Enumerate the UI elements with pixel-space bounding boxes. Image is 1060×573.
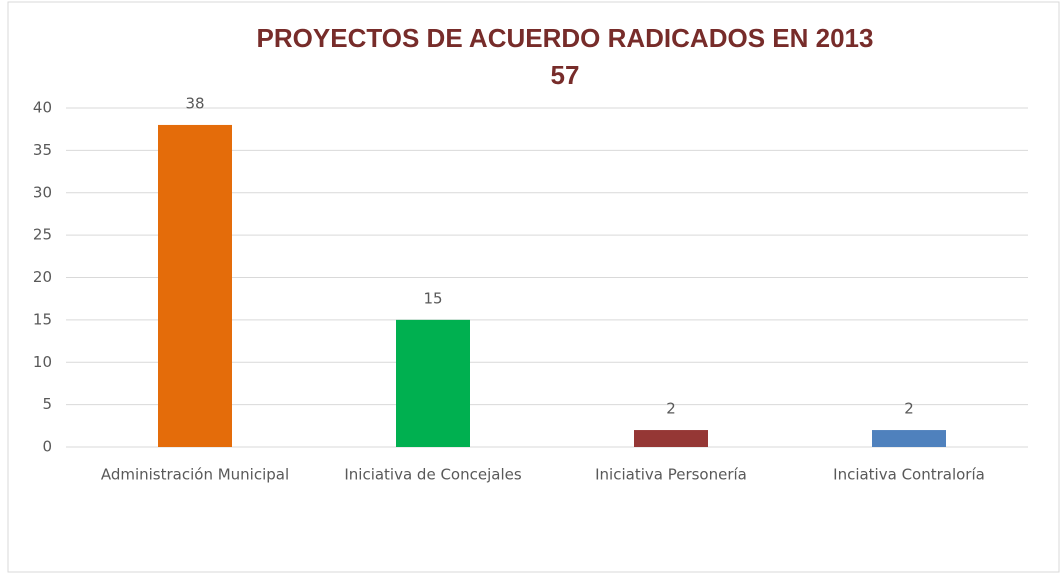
data-label: 2 (666, 400, 676, 418)
y-tick-label: 20 (33, 268, 52, 286)
y-tick-label: 10 (33, 353, 52, 371)
x-tick-label: Iniciativa de Concejales (344, 466, 521, 484)
x-tick-label: Administración Municipal (101, 466, 289, 484)
chart-title: PROYECTOS DE ACUERDO RADICADOS EN 2013 (257, 23, 874, 53)
y-tick-label: 0 (42, 438, 52, 456)
y-tick-label: 30 (33, 183, 52, 201)
y-tick-label: 40 (33, 99, 52, 117)
x-tick-label: Inciativa Contraloría (833, 466, 985, 484)
data-label: 2 (904, 400, 914, 418)
y-tick-label: 15 (33, 310, 52, 328)
data-label: 15 (423, 289, 442, 307)
bar (158, 124, 232, 447)
y-tick-label: 25 (33, 226, 52, 244)
bar (634, 430, 708, 447)
bar (396, 319, 470, 447)
bar (872, 430, 946, 447)
y-tick-label: 35 (33, 141, 52, 159)
y-tick-label: 5 (42, 395, 52, 413)
data-label: 38 (185, 94, 204, 112)
chart-subtitle: 57 (551, 60, 580, 90)
x-tick-label: Iniciativa Personería (595, 466, 747, 484)
